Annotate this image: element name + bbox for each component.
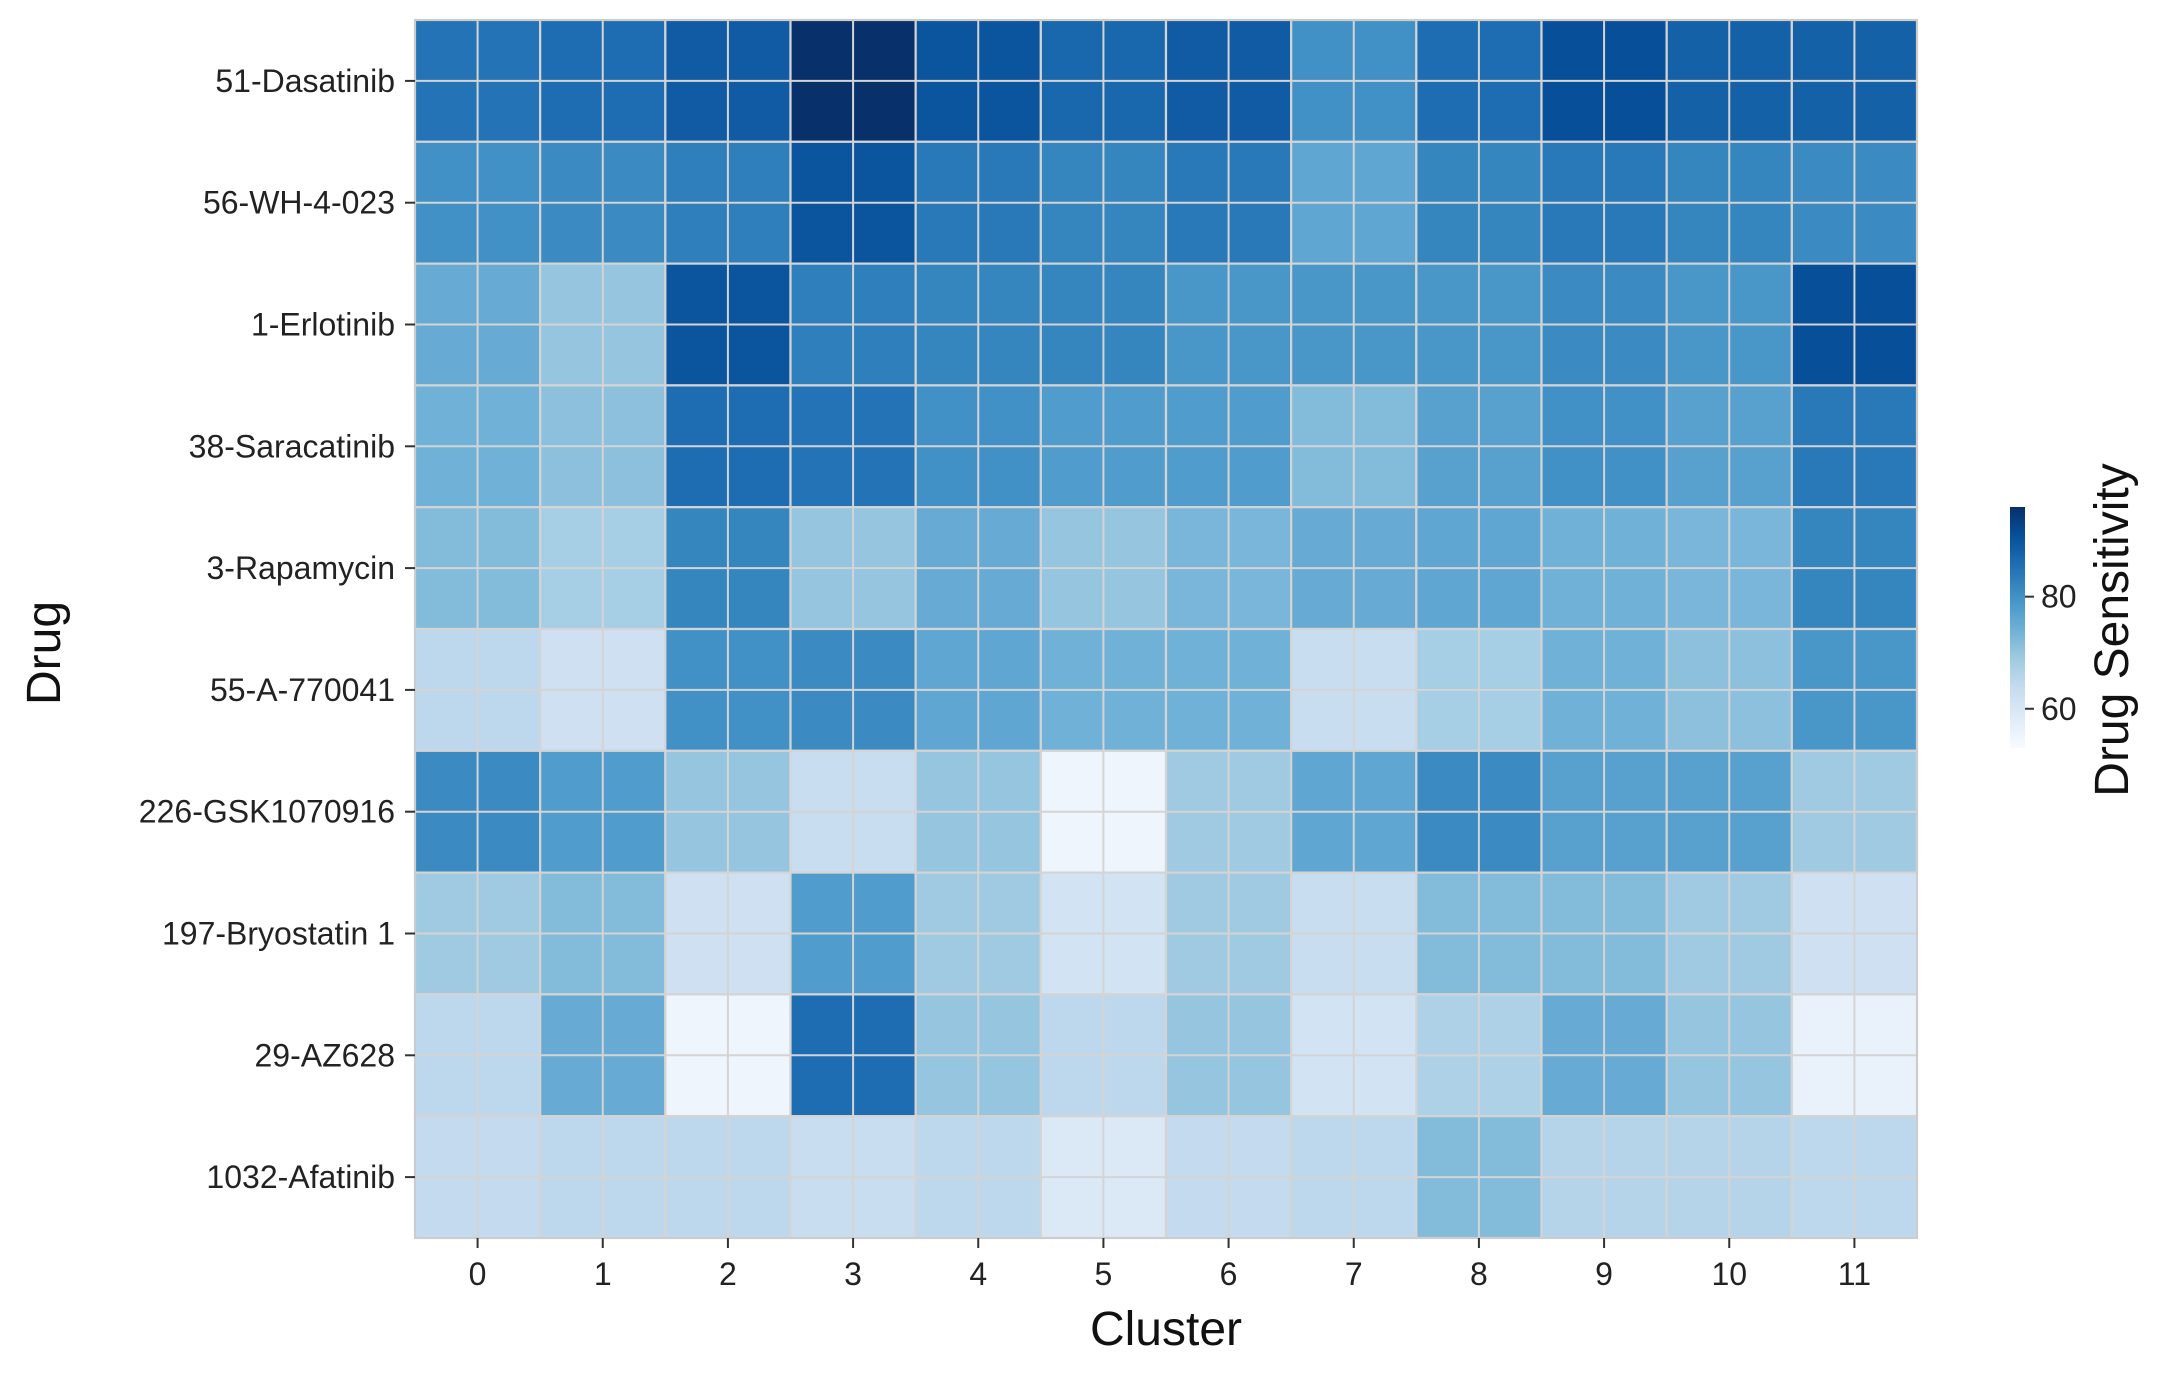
y-axis-title: Drug bbox=[18, 601, 71, 705]
y-tick-label: 55-A-770041 bbox=[210, 672, 395, 708]
x-tick-label: 6 bbox=[1220, 1256, 1238, 1292]
x-tick-label: 3 bbox=[844, 1256, 862, 1292]
y-tick-label: 1-Erlotinib bbox=[251, 307, 395, 343]
y-tick-label: 29-AZ628 bbox=[254, 1037, 395, 1073]
colorbar: 60 80 bbox=[2010, 507, 2077, 748]
plot-frame bbox=[414, 19, 1918, 1239]
x-tick-label: 11 bbox=[1838, 1256, 1871, 1292]
x-tick-label: 9 bbox=[1595, 1256, 1613, 1292]
x-tick-label: 10 bbox=[1711, 1256, 1747, 1292]
y-tick-label: 226-GSK1070916 bbox=[139, 794, 395, 830]
x-axis-ticks: 0 1 2 3 4 5 6 7 8 9 10 11 bbox=[469, 1238, 1871, 1292]
y-tick-label: 56-WH-4-023 bbox=[203, 185, 395, 221]
y-axis-ticks: 51-Dasatinib 56-WH-4-023 1-Erlotinib 38-Sar… bbox=[139, 63, 415, 1195]
heatmap-cells bbox=[413, 18, 1919, 1240]
x-tick-label: 4 bbox=[969, 1256, 987, 1292]
colorbar-title: Drug Sensitivity bbox=[2086, 463, 2139, 796]
y-tick-label: 1032-Afatinib bbox=[206, 1159, 395, 1195]
x-tick-label: 2 bbox=[719, 1256, 737, 1292]
x-tick-label: 5 bbox=[1095, 1256, 1113, 1292]
x-tick-label: 8 bbox=[1470, 1256, 1488, 1292]
y-tick-label: 51-Dasatinib bbox=[215, 63, 395, 99]
colorbar-tick-label: 60 bbox=[2041, 691, 2077, 727]
x-tick-label: 7 bbox=[1345, 1256, 1363, 1292]
colorbar-tick-label: 80 bbox=[2041, 579, 2077, 615]
y-tick-label: 38-Saracatinib bbox=[189, 428, 395, 464]
y-tick-label: 197-Bryostatin 1 bbox=[162, 916, 395, 952]
x-axis-title: Cluster bbox=[1090, 1303, 1242, 1356]
plot-border bbox=[414, 19, 1918, 1239]
x-tick-label: 0 bbox=[469, 1256, 487, 1292]
colorbar-gradient bbox=[2010, 507, 2025, 748]
x-tick-label: 1 bbox=[594, 1256, 612, 1292]
y-tick-label: 3-Rapamycin bbox=[206, 550, 395, 586]
